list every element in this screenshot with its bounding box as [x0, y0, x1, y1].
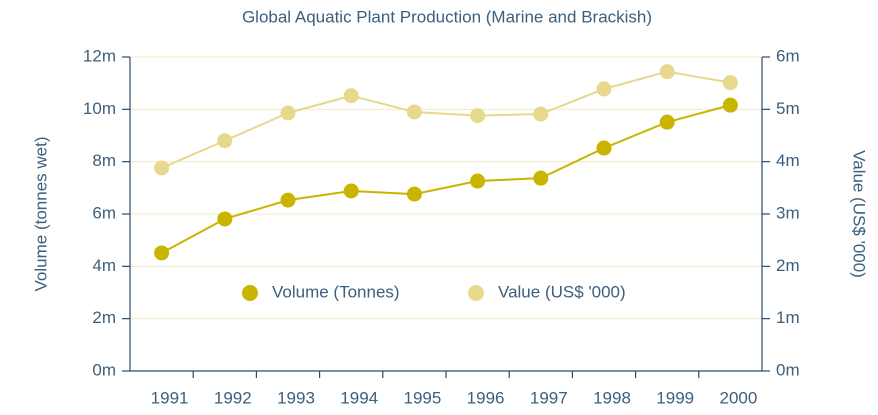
y-tick-label: 2m — [92, 308, 116, 327]
data-point — [470, 108, 486, 124]
x-tick-label: 1999 — [656, 388, 694, 407]
data-point — [406, 186, 422, 202]
data-point — [217, 133, 233, 149]
x-tick-label: 1994 — [340, 388, 378, 407]
data-point — [217, 211, 233, 227]
y-tick-label: 0m — [92, 360, 116, 379]
legend-label: Value (US$ '000) — [498, 282, 626, 301]
y2-tick-label: 5m — [776, 99, 800, 118]
data-point — [596, 140, 612, 156]
data-point — [722, 75, 738, 91]
data-point — [406, 104, 422, 120]
y2-tick-label: 2m — [776, 256, 800, 275]
x-tick-label: 1998 — [593, 388, 631, 407]
series-line — [161, 104, 731, 254]
data-point — [343, 183, 359, 199]
data-point — [343, 88, 359, 104]
x-tick-label: 1991 — [151, 388, 189, 407]
y-tick-label: 10m — [83, 99, 116, 118]
legend-label: Volume (Tonnes) — [272, 282, 400, 301]
data-point — [280, 192, 296, 208]
x-tick-label: 1993 — [277, 388, 315, 407]
data-point — [722, 97, 738, 113]
y-tick-label: 8m — [92, 151, 116, 170]
data-point — [470, 173, 486, 189]
data-point — [280, 105, 296, 121]
x-tick-label: 1997 — [530, 388, 568, 407]
data-point — [596, 81, 612, 97]
x-tick-label: 1995 — [403, 388, 441, 407]
x-tick-label: 2000 — [719, 388, 757, 407]
y2-tick-label: 0m — [776, 360, 800, 379]
y-tick-label: 6m — [92, 203, 116, 222]
series-line — [161, 70, 731, 169]
y2-tick-label: 4m — [776, 151, 800, 170]
x-tick-label: 1996 — [467, 388, 505, 407]
data-point — [659, 64, 675, 80]
data-point — [659, 114, 675, 130]
data-point — [154, 160, 170, 176]
y-axis-label: Volume (tonnes wet) — [31, 137, 50, 292]
y-tick-label: 4m — [92, 256, 116, 275]
y2-tick-label: 6m — [776, 46, 800, 65]
y2-tick-label: 1m — [776, 308, 800, 327]
x-tick-label: 1992 — [214, 388, 252, 407]
data-point — [533, 106, 549, 122]
chart-title: Global Aquatic Plant Production (Marine … — [242, 7, 652, 26]
y2-axis-label: Value (US$ '000) — [850, 150, 869, 278]
legend-marker — [242, 285, 258, 301]
y2-tick-label: 3m — [776, 203, 800, 222]
data-point — [154, 245, 170, 261]
y-tick-label: 12m — [83, 46, 116, 65]
legend-marker — [468, 285, 484, 301]
data-point — [533, 170, 549, 186]
